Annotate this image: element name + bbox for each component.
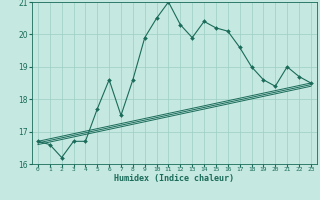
- X-axis label: Humidex (Indice chaleur): Humidex (Indice chaleur): [115, 174, 234, 183]
